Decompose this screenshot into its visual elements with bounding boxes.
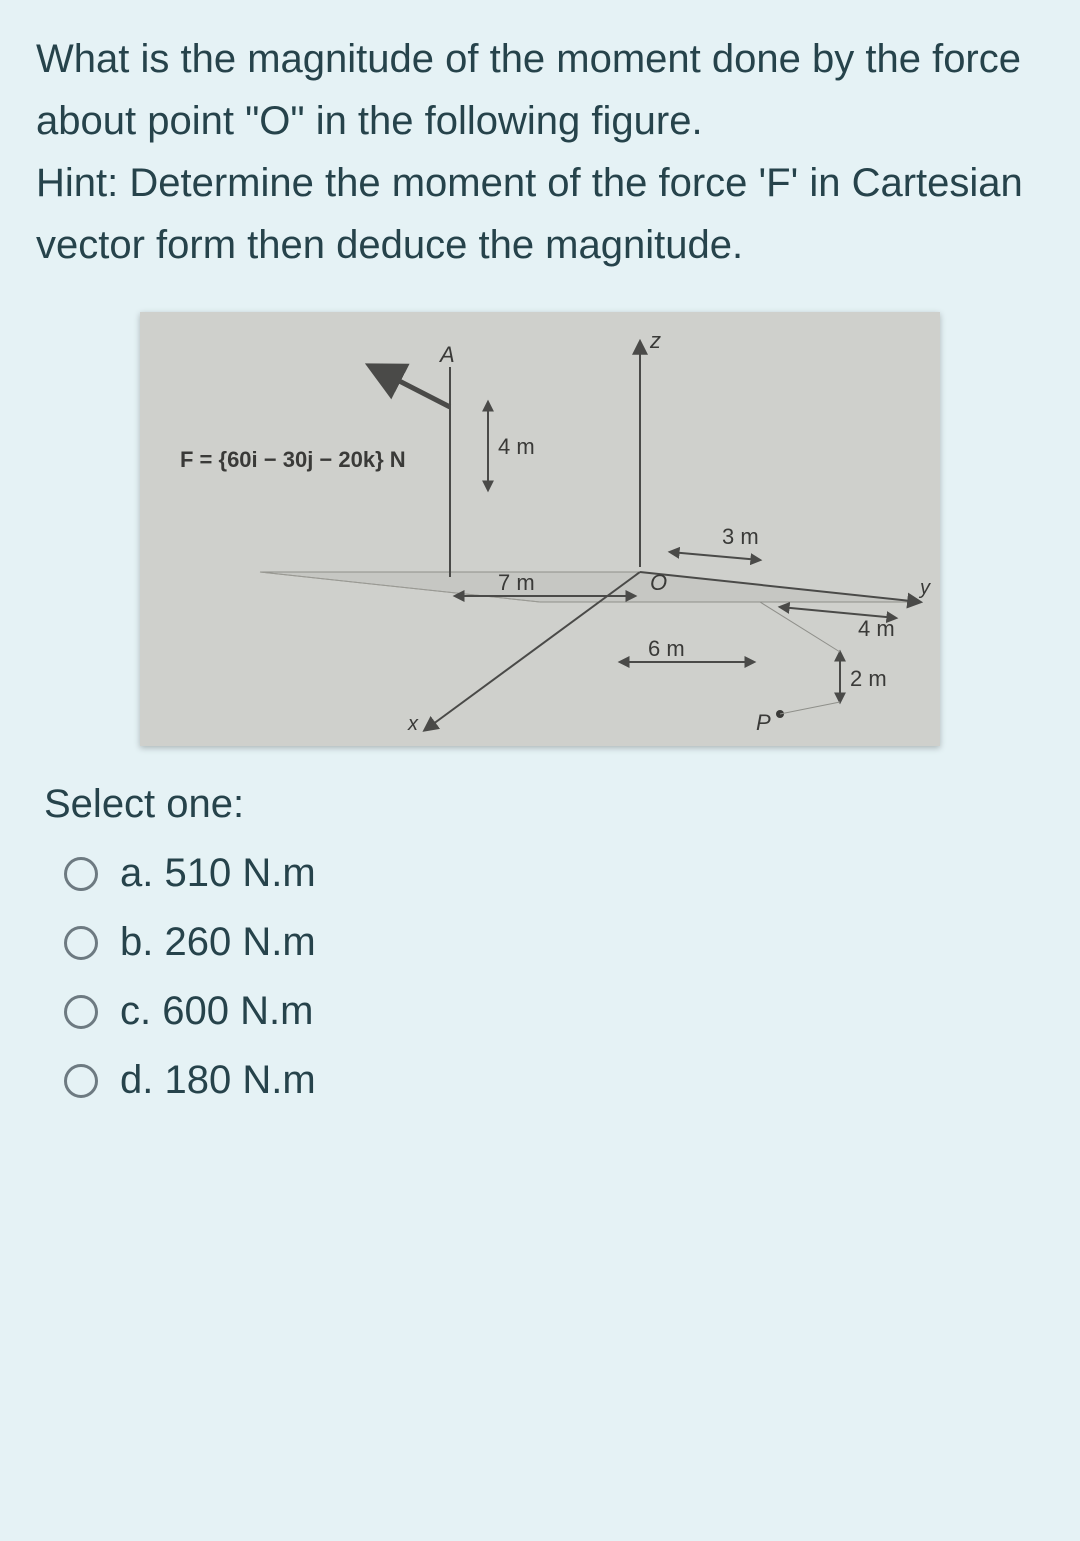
dim-7m: 7 m — [498, 570, 535, 595]
dim-4m: 4 m — [498, 434, 535, 459]
option-label: a. 510 N.m — [120, 851, 316, 896]
option-b[interactable]: b. 260 N.m — [64, 920, 1044, 965]
axis-z-label: z — [649, 328, 661, 353]
point-a-label: A — [438, 342, 455, 367]
force-label: F = {60i − 30j − 20k} N — [180, 447, 406, 472]
question-text: What is the magnitude of the moment done… — [36, 28, 1044, 276]
option-label: c. 600 N.m — [120, 989, 313, 1034]
question-card: What is the magnitude of the moment done… — [0, 0, 1080, 1541]
radio-icon — [64, 857, 98, 891]
option-label: d. 180 N.m — [120, 1058, 316, 1103]
select-one-label: Select one: — [44, 782, 1044, 827]
point-p-label: P — [756, 710, 771, 735]
option-a[interactable]: a. 510 N.m — [64, 851, 1044, 896]
option-label: b. 260 N.m — [120, 920, 316, 965]
axis-y-label: y — [918, 577, 931, 599]
origin-label: O — [650, 570, 667, 595]
option-c[interactable]: c. 600 N.m — [64, 989, 1044, 1034]
radio-icon — [64, 995, 98, 1029]
radio-icon — [64, 926, 98, 960]
dim-6m: 6 m — [648, 636, 685, 661]
dim-3m: 3 m — [722, 524, 759, 549]
radio-icon — [64, 1064, 98, 1098]
axis-x-label: x — [407, 713, 419, 735]
figure: z y x O A 4 m F = {60i − 30j − 20k} N — [140, 312, 940, 746]
options-group: a. 510 N.m b. 260 N.m c. 600 N.m d. 180 … — [36, 851, 1044, 1103]
dim-4m-right: 4 m — [858, 616, 895, 641]
option-d[interactable]: d. 180 N.m — [64, 1058, 1044, 1103]
dim-2m: 2 m — [850, 666, 887, 691]
